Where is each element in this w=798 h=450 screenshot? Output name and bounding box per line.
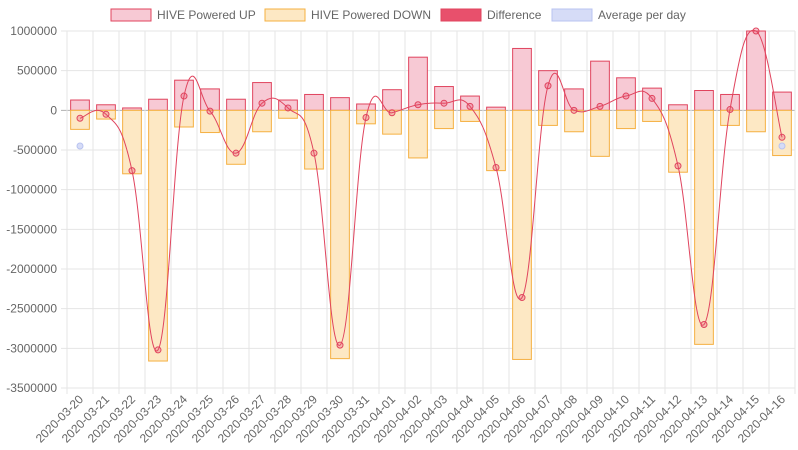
bar[interactable] <box>174 109 194 128</box>
bar[interactable] <box>382 89 402 111</box>
legend-label[interactable]: Average per day <box>598 8 686 22</box>
bar[interactable] <box>408 109 428 159</box>
difference-point[interactable] <box>362 113 370 121</box>
difference-point[interactable] <box>674 162 682 170</box>
legend-label[interactable]: HIVE Powered DOWN <box>311 8 431 22</box>
y-tick-label: -2500000 <box>6 302 57 316</box>
bar[interactable] <box>694 90 714 111</box>
difference-point[interactable] <box>76 114 84 122</box>
difference-point[interactable] <box>726 106 734 114</box>
legend-swatch[interactable] <box>110 8 152 22</box>
average-point[interactable] <box>76 142 84 150</box>
bar[interactable] <box>200 109 220 134</box>
legend-label[interactable]: HIVE Powered UP <box>157 8 256 22</box>
bar[interactable] <box>538 109 558 126</box>
difference-point[interactable] <box>518 294 526 302</box>
bars <box>70 30 792 362</box>
bar[interactable] <box>434 86 454 111</box>
bar[interactable] <box>668 104 688 111</box>
difference-line <box>79 29 783 352</box>
x-axis: 2020-03-202020-03-212020-03-222020-03-23… <box>33 392 789 446</box>
difference-point[interactable] <box>336 341 344 349</box>
bar[interactable] <box>330 97 350 111</box>
lines <box>76 27 786 354</box>
y-tick-label: -1500000 <box>6 222 57 236</box>
y-tick-label: -3500000 <box>6 381 57 395</box>
bar[interactable] <box>486 109 506 172</box>
difference-point[interactable] <box>622 92 630 100</box>
bar[interactable] <box>538 70 558 111</box>
bar[interactable] <box>746 109 766 133</box>
difference-point[interactable] <box>648 94 656 102</box>
bar[interactable] <box>668 109 688 173</box>
bar[interactable] <box>148 98 168 111</box>
difference-point[interactable] <box>154 346 162 354</box>
difference-point[interactable] <box>102 110 110 118</box>
difference-point[interactable] <box>284 104 292 112</box>
legend-swatch[interactable] <box>440 8 482 22</box>
legend-swatch[interactable] <box>264 8 306 22</box>
bar[interactable] <box>226 98 246 111</box>
bar[interactable] <box>434 109 454 130</box>
bar[interactable] <box>512 109 532 360</box>
difference-point[interactable] <box>232 149 240 157</box>
bar[interactable] <box>278 109 298 119</box>
difference-point[interactable] <box>778 133 786 141</box>
bar[interactable] <box>122 109 142 175</box>
y-tick-label: 0 <box>50 103 57 117</box>
bar[interactable] <box>304 93 324 111</box>
legend-label[interactable]: Difference <box>487 8 542 22</box>
difference-point[interactable] <box>128 167 136 175</box>
difference-point[interactable] <box>466 102 474 110</box>
y-tick-label: -2000000 <box>6 262 57 276</box>
y-tick-label: -3000000 <box>6 341 57 355</box>
y-tick-label: -1000000 <box>6 183 57 197</box>
difference-point[interactable] <box>440 99 448 107</box>
bar[interactable] <box>226 109 246 165</box>
difference-point[interactable] <box>180 92 188 100</box>
difference-point[interactable] <box>570 106 578 114</box>
difference-point[interactable] <box>752 27 760 35</box>
legend: HIVE Powered UP HIVE Powered DOWN Differen… <box>110 8 686 22</box>
y-tick-label: 500000 <box>17 64 57 78</box>
bar[interactable] <box>694 109 714 345</box>
bar[interactable] <box>304 109 324 170</box>
bar[interactable] <box>148 109 168 362</box>
bar[interactable] <box>96 104 116 111</box>
difference-point[interactable] <box>414 101 422 109</box>
bar[interactable] <box>356 103 376 111</box>
bar[interactable] <box>512 47 532 111</box>
legend-swatch[interactable] <box>551 8 593 22</box>
bar[interactable] <box>382 109 402 135</box>
difference-point[interactable] <box>544 82 552 90</box>
difference-point[interactable] <box>388 109 396 117</box>
bar[interactable] <box>330 109 350 360</box>
y-axis: 1000000 500000 0 -500000 -1000000 -1500000 -20… <box>6 24 57 395</box>
difference-point[interactable] <box>700 321 708 329</box>
difference-point[interactable] <box>258 99 266 107</box>
y-tick-label: -500000 <box>13 143 57 157</box>
difference-point[interactable] <box>492 163 500 171</box>
difference-point[interactable] <box>206 107 214 115</box>
bar[interactable] <box>590 109 610 157</box>
bar[interactable] <box>772 109 792 157</box>
bar[interactable] <box>70 109 90 130</box>
difference-point[interactable] <box>596 102 604 110</box>
y-tick-label: 1000000 <box>10 24 57 38</box>
bar[interactable] <box>642 109 662 122</box>
bar[interactable] <box>460 109 480 122</box>
bar[interactable] <box>200 88 220 111</box>
bar[interactable] <box>616 109 636 130</box>
grid <box>61 30 796 394</box>
bar[interactable] <box>70 99 90 111</box>
average-point[interactable] <box>778 142 786 150</box>
difference-point[interactable] <box>310 149 318 157</box>
